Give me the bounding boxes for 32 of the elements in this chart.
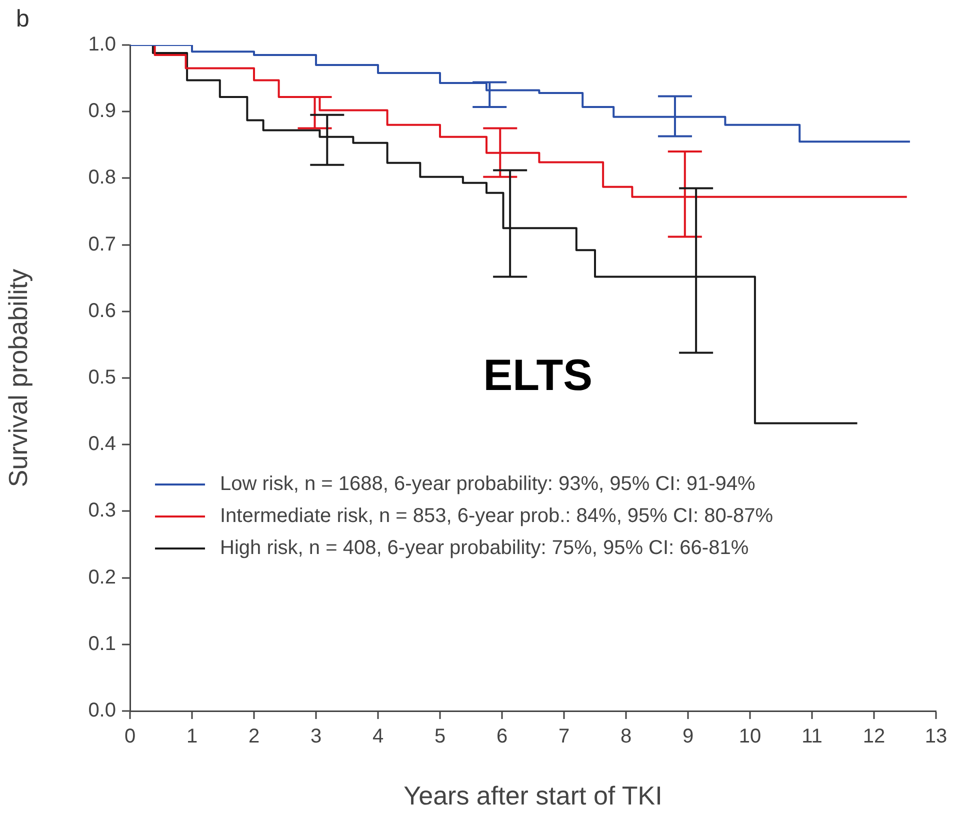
y-axis-title: Survival probability (2, 268, 33, 488)
y-tick-label: 0.4 (88, 433, 116, 456)
annotation: ELTS (483, 351, 592, 400)
x-tick-label: 5 (434, 726, 446, 748)
y-tick-label: 0.6 (88, 300, 116, 322)
y-tick-label: 0.8 (88, 166, 116, 189)
x-tick-label: 10 (738, 726, 762, 748)
y-tick-label: 0.5 (88, 366, 116, 389)
x-tick-label: 2 (248, 726, 260, 748)
y-tick-label: 0.7 (88, 233, 116, 256)
x-tick-label: 9 (682, 726, 694, 748)
y-tick-label: 0.2 (88, 566, 116, 588)
x-tick-label: 13 (924, 726, 948, 748)
x-tick-label: 8 (620, 726, 632, 748)
y-tick-label: 0.9 (88, 100, 116, 122)
x-tick-label: 3 (310, 726, 322, 748)
x-tick-label: 0 (124, 726, 136, 748)
legend-label: Intermediate risk, n = 853, 6-year prob.: 84%, 95% CI: 80-87% (220, 505, 774, 528)
legend-label: High risk, n = 408, 6-year probability: 75%, 95% CI: 66-81% (220, 537, 749, 560)
y-tick-label: 1.0 (88, 34, 116, 56)
x-axis-title: Years after start of TKI (404, 780, 662, 811)
y-tick-label: 0.3 (88, 500, 116, 522)
x-tick-label: 4 (372, 726, 384, 748)
text: b (16, 6, 30, 33)
legend-label: Low risk, n = 1688, 6-year probability: 93%, 95% CI: 91-94% (220, 473, 756, 496)
y-tick-label: 0.1 (88, 632, 116, 655)
x-tick-label: 11 (802, 726, 822, 748)
y-tick-label: 0.0 (88, 700, 116, 722)
x-tick-label: 12 (862, 726, 886, 748)
x-tick-label: 6 (496, 726, 508, 748)
x-tick-label: 7 (558, 726, 570, 748)
x-tick-label: 1 (186, 726, 198, 748)
